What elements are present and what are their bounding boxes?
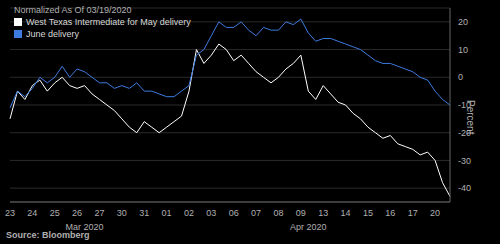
svg-text:0: 0 xyxy=(458,72,463,82)
svg-text:27: 27 xyxy=(94,208,104,218)
svg-text:20: 20 xyxy=(430,208,440,218)
svg-text:13: 13 xyxy=(318,208,328,218)
svg-text:15: 15 xyxy=(363,208,373,218)
svg-text:-30: -30 xyxy=(458,156,471,166)
svg-text:03: 03 xyxy=(206,208,216,218)
svg-text:01: 01 xyxy=(162,208,172,218)
svg-text:07: 07 xyxy=(251,208,261,218)
svg-text:25: 25 xyxy=(50,208,60,218)
svg-text:09: 09 xyxy=(296,208,306,218)
svg-text:23: 23 xyxy=(8,208,15,218)
svg-text:02: 02 xyxy=(184,208,194,218)
svg-text:30: 30 xyxy=(117,208,127,218)
svg-text:08: 08 xyxy=(273,208,283,218)
svg-text:06: 06 xyxy=(229,208,239,218)
svg-text:10: 10 xyxy=(458,45,468,55)
svg-text:16: 16 xyxy=(385,208,395,218)
svg-text:17: 17 xyxy=(408,208,418,218)
svg-text:-40: -40 xyxy=(458,183,471,193)
svg-text:24: 24 xyxy=(27,208,37,218)
svg-text:31: 31 xyxy=(139,208,149,218)
svg-text:20: 20 xyxy=(458,17,468,27)
svg-text:Apr 2020: Apr 2020 xyxy=(290,222,327,232)
svg-text:26: 26 xyxy=(72,208,82,218)
svg-text:14: 14 xyxy=(341,208,351,218)
